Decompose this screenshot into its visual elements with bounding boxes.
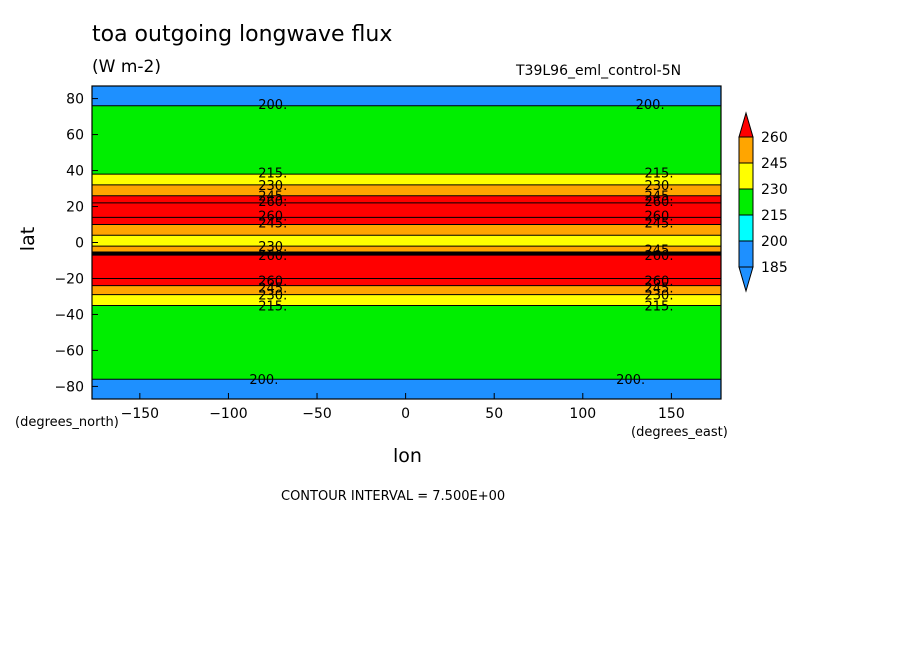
contour-label-9: 260. — [645, 195, 674, 210]
colorbar-box-3 — [738, 214, 754, 242]
contour-label-1: 200. — [636, 98, 665, 113]
colorbar-box-1 — [738, 162, 754, 190]
contour-label-8: 260. — [258, 195, 287, 210]
x-tick-label-6: 150 — [658, 406, 685, 422]
contour-label-26: 200. — [249, 373, 278, 388]
contour-label-21: 245. — [645, 281, 674, 296]
zonal-band-13 — [92, 294, 721, 306]
contour-label-14: 230. — [258, 240, 287, 255]
colorbar-label-3: 215 — [761, 208, 788, 224]
y-tick-label-0: 80 — [66, 92, 84, 108]
contour-label-4: 230. — [258, 179, 287, 194]
zonal-band-11 — [92, 278, 721, 286]
contour-label-12: 245. — [258, 217, 287, 232]
contour-label-20: 245. — [258, 281, 287, 296]
zonal-band-10 — [92, 255, 721, 279]
contour-label-25: 215. — [645, 299, 674, 314]
colorbar-label-1: 245 — [761, 156, 788, 172]
colorbar-label-2: 230 — [761, 182, 788, 198]
zonal-band-0 — [92, 86, 721, 106]
x-tick-label-2: −50 — [302, 406, 332, 422]
contour-label-13: 245. — [645, 217, 674, 232]
zonal-band-5 — [92, 202, 721, 218]
contour-label-7: 245. — [645, 190, 674, 205]
y-tick-label-1: 60 — [66, 128, 84, 144]
y-tick-label-6: −40 — [54, 307, 84, 323]
contour-label-27: 200. — [616, 373, 645, 388]
contour-label-17: 260. — [645, 249, 674, 264]
y-tick-label-3: 20 — [66, 200, 84, 216]
zonal-band-15 — [92, 379, 721, 399]
zonal-band-3 — [92, 184, 721, 196]
y-tick-label-2: 40 — [66, 164, 84, 180]
contour-label-0: 200. — [258, 98, 287, 113]
y-tick-label-5: −20 — [54, 271, 84, 287]
chart-title: toa outgoing longwave flux — [92, 22, 393, 47]
contour-label-10: 260. — [258, 210, 287, 225]
y-tick-label-4: 0 — [75, 236, 84, 252]
x-axis-units: (degrees_east) — [631, 425, 728, 440]
colorbar-label-0: 260 — [761, 130, 788, 146]
x-axis-label: lon — [393, 445, 422, 467]
colorbar-top-arrow — [738, 111, 754, 138]
contour-label-24: 215. — [258, 299, 287, 314]
contour-label-22: 230. — [258, 289, 287, 304]
contour-label-16: 260. — [258, 249, 287, 264]
zonal-band-6 — [92, 217, 721, 225]
colorbar-bottom-arrow — [738, 266, 754, 293]
zonal-band-4 — [92, 195, 721, 203]
contour-label-11: 260. — [645, 210, 674, 225]
contour-label-19: 260. — [645, 274, 674, 289]
zonal-band-8 — [92, 235, 721, 247]
contour-label-18: 260. — [258, 274, 287, 289]
colorbar-label-5: 185 — [761, 260, 788, 276]
contour-label-3: 215. — [645, 166, 674, 181]
contour-interval: CONTOUR INTERVAL = 7.500E+00 — [281, 489, 506, 504]
zonal-band-12 — [92, 285, 721, 295]
contour-label-15: 245. — [645, 244, 674, 259]
contour-label-23: 230. — [645, 289, 674, 304]
zonal-band-1 — [92, 105, 721, 175]
zonal-band-14 — [92, 305, 721, 380]
x-tick-label-5: 100 — [569, 406, 596, 422]
x-tick-label-1: −100 — [209, 406, 247, 422]
colorbar-label-4: 200 — [761, 234, 788, 250]
x-tick-label-3: 0 — [401, 406, 410, 422]
y-tick-label-8: −80 — [54, 379, 84, 395]
zonal-band-2 — [92, 174, 721, 185]
colorbar-box-4 — [738, 240, 754, 268]
contour-label-2: 215. — [258, 166, 287, 181]
zonal-band-7 — [92, 224, 721, 236]
x-tick-label-0: −150 — [121, 406, 159, 422]
zonal-band-9 — [92, 246, 721, 252]
contour-label-5: 230. — [645, 179, 674, 194]
colorbar-box-2 — [738, 188, 754, 216]
y-tick-label-7: −60 — [54, 343, 84, 359]
y-axis-units: (degrees_north) — [15, 415, 119, 430]
colorbar-box-0 — [738, 136, 754, 164]
contour-label-6: 245. — [258, 190, 287, 205]
x-tick-label-4: 50 — [485, 406, 503, 422]
run-name: T39L96_eml_control-5N — [516, 63, 682, 79]
chart-units: (W m-2) — [92, 57, 161, 77]
